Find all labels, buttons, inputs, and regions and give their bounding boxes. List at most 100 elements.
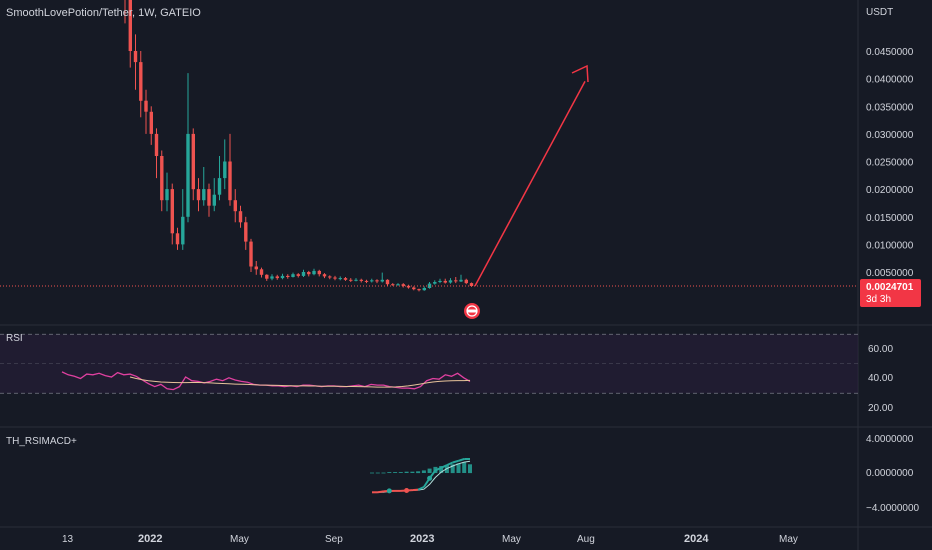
candle-body xyxy=(385,279,390,285)
projection-arrow[interactable] xyxy=(474,81,586,287)
macd-histogram-bar xyxy=(421,470,426,473)
candle-body xyxy=(349,279,353,281)
candle-body xyxy=(202,189,206,201)
price-axis-label: 0.0300000 xyxy=(866,130,914,141)
candle-body xyxy=(328,276,332,278)
candle-body xyxy=(380,279,384,282)
candle-body xyxy=(291,274,295,277)
last-price-badge xyxy=(860,279,921,307)
price-axis-label: 0.0450000 xyxy=(866,47,914,58)
time-label: 13 xyxy=(62,534,74,545)
rsi-ma-line xyxy=(129,376,471,388)
candle-body xyxy=(249,241,253,267)
macd-histogram-bar xyxy=(439,466,444,473)
candle-body xyxy=(265,274,269,279)
macd-histogram-bar xyxy=(416,471,421,474)
candle-body xyxy=(181,216,185,245)
price-axis-label: 0.0050000 xyxy=(866,268,914,279)
macd-histogram-bar xyxy=(410,471,415,473)
macd-histogram-bar xyxy=(427,468,432,473)
rsi-axis-label-20: 20.00 xyxy=(868,403,893,414)
candle-body xyxy=(286,275,290,277)
price-axis-label: 0.0350000 xyxy=(866,102,914,113)
macd-histogram-bar xyxy=(381,472,386,474)
projection-arrow-head[interactable] xyxy=(571,64,589,83)
macd-line-segment xyxy=(417,486,425,491)
macd-histogram-bar xyxy=(398,472,403,473)
candle-body xyxy=(165,189,169,201)
candle-body xyxy=(244,222,248,242)
candle-body xyxy=(160,156,164,201)
price-axis-label: 0.0250000 xyxy=(866,158,914,169)
price-axis-label: 0.0100000 xyxy=(866,240,914,251)
candle-body xyxy=(133,51,138,63)
macd-histogram-bar xyxy=(393,472,398,473)
candle-body xyxy=(464,279,468,284)
candle-body xyxy=(186,133,190,217)
candle-body xyxy=(128,0,132,51)
macd-line-segment xyxy=(440,464,448,469)
macd-cross-marker xyxy=(404,488,410,493)
macd-histogram-bar xyxy=(468,464,472,474)
rsi-pane-label[interactable]: RSI xyxy=(6,333,23,344)
candle-body xyxy=(443,280,447,283)
macd-line-segment xyxy=(434,466,442,472)
price-axis[interactable]: 0.0450000 0.0400000 0.0350000 0.0300000 0.02… xyxy=(866,47,914,279)
candle-body xyxy=(139,62,143,101)
macd-line-segment xyxy=(412,488,419,492)
time-label: Sep xyxy=(325,534,343,545)
macd-histogram-bar xyxy=(404,471,409,473)
macd-pane-label[interactable]: TH_RSIMACD+ xyxy=(6,436,77,447)
candle-body xyxy=(217,178,222,195)
time-label: 2024 xyxy=(684,533,709,545)
candle-body xyxy=(233,200,237,212)
candle-body xyxy=(207,189,211,206)
candle-body xyxy=(469,283,474,286)
time-label: May xyxy=(230,534,249,545)
candle-body xyxy=(212,194,216,206)
macd-cross-marker xyxy=(427,475,433,481)
macd-series xyxy=(370,458,472,494)
candle-body xyxy=(338,278,342,280)
macd-line-segment xyxy=(446,461,454,467)
price-axis-label: 0.0200000 xyxy=(866,185,914,196)
macd-histogram-bar xyxy=(370,472,374,474)
candle-body xyxy=(322,274,327,277)
candle-body xyxy=(354,279,358,281)
macd-axis-label-zero: 0.0000000 xyxy=(866,468,914,479)
candle-body xyxy=(170,189,174,234)
candle-body xyxy=(270,276,274,279)
symbol-title[interactable]: SmoothLovePotion/Tether, 1W, GATEIO xyxy=(6,7,201,19)
time-label: 2023 xyxy=(410,533,434,545)
event-marker-icon[interactable] xyxy=(464,303,480,319)
macd-histogram-bar xyxy=(450,464,455,474)
macd-line-segment xyxy=(452,459,459,464)
candle-body xyxy=(275,276,279,279)
candle-body xyxy=(412,287,416,290)
candle-body xyxy=(154,133,159,156)
price-axis-label: 0.0150000 xyxy=(866,213,914,224)
macd-line-segment xyxy=(458,458,465,462)
candle-body xyxy=(375,280,379,282)
candle-body xyxy=(238,211,243,223)
candle-body xyxy=(317,270,321,275)
candle-body xyxy=(459,279,463,282)
candle-body xyxy=(144,100,148,112)
macd-histogram-bar xyxy=(456,463,461,473)
candle-body xyxy=(448,280,453,283)
candle-body xyxy=(333,277,337,279)
rsi-series xyxy=(61,371,471,391)
macd-line-segment xyxy=(377,490,384,494)
candle-body xyxy=(406,285,411,288)
candle-body xyxy=(454,280,458,282)
candle-body xyxy=(196,189,201,201)
candle-body xyxy=(312,270,316,275)
price-axis-label: 0.0400000 xyxy=(866,75,914,86)
candle-body xyxy=(280,275,285,279)
candle-body xyxy=(259,269,264,275)
last-price-value: 0.0024701 xyxy=(866,282,914,293)
time-label: May xyxy=(502,534,521,545)
currency-label: USDT xyxy=(866,7,893,18)
candle-body xyxy=(254,266,258,270)
